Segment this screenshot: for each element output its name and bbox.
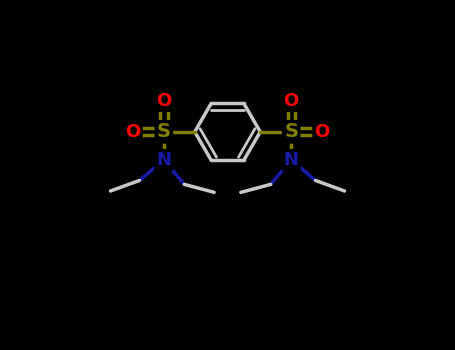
Text: S: S	[157, 122, 171, 141]
Text: O: O	[283, 92, 299, 110]
Text: S: S	[284, 122, 298, 141]
Text: N: N	[283, 151, 298, 169]
Text: O: O	[314, 123, 330, 141]
Text: N: N	[157, 151, 172, 169]
Text: O: O	[156, 92, 172, 110]
Text: O: O	[125, 123, 141, 141]
